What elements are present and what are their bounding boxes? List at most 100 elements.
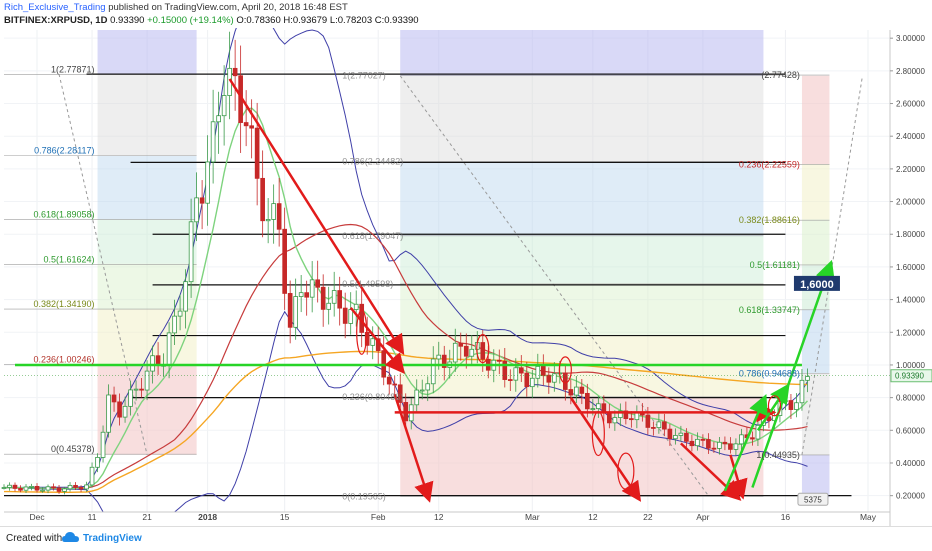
candle-body (144, 370, 150, 391)
candle-body (100, 431, 106, 458)
date-tick-label: 22 (643, 512, 653, 522)
fib-diagonal (801, 75, 863, 455)
candle-body (579, 386, 585, 394)
candle-body (282, 228, 287, 294)
price-tick-label: 3.00000 (896, 34, 925, 43)
candle-body (260, 177, 265, 222)
price-tick-label: 1.80000 (896, 230, 925, 239)
candle-body (717, 441, 722, 449)
candle-body (45, 486, 51, 491)
green-moving-average (3, 107, 809, 490)
candle-body (188, 221, 194, 283)
candle-body (293, 296, 298, 328)
candle-body (133, 388, 139, 391)
candle-body (414, 389, 420, 406)
fib-zone (801, 75, 830, 164)
candle-body (128, 389, 133, 407)
candle-body (320, 286, 326, 310)
orange-moving-average (4, 350, 808, 493)
candle-body (216, 115, 221, 123)
red-ellipse-marker (476, 334, 490, 364)
red-moving-average (3, 223, 808, 489)
symbol-name[interactable]: BITFINEX:XRPUSD, 1D (4, 15, 108, 26)
candle-body (783, 400, 788, 402)
price-tick-label: 0.20000 (896, 492, 925, 501)
candle-body (67, 484, 73, 490)
price-tick-label: 2.80000 (896, 67, 925, 76)
candle-body (265, 219, 271, 222)
upper-band (3, 28, 808, 488)
candle-body (337, 290, 343, 309)
fib-left-label: 0(0.45378) (51, 444, 95, 454)
candle-body (629, 418, 634, 421)
candle-body (551, 373, 557, 383)
fib-mid-label: 0.5(1.49598) (342, 279, 393, 289)
candle-body (73, 484, 78, 488)
price-tick-label: 1.60000 (896, 263, 925, 272)
date-tick-label: 12 (434, 512, 444, 522)
candle-body (728, 443, 733, 450)
date-tick-label: 2018 (198, 512, 217, 522)
fib-left-label: 1(2.77871) (51, 64, 95, 74)
date-tick-label: Mar (525, 512, 540, 522)
candle-body (667, 428, 673, 440)
candle-body (331, 290, 337, 304)
candle-body (249, 125, 254, 129)
candle-body (502, 360, 508, 380)
author-link[interactable]: Rich_Exclusive_Trading (4, 2, 106, 13)
candle-body (458, 342, 464, 347)
candle-body (172, 315, 177, 334)
candle-body (441, 354, 447, 368)
candle-body (618, 410, 623, 418)
red-down-arrow (728, 454, 748, 500)
red-down-arrow (393, 393, 434, 503)
chart-header: Rich_Exclusive_Trading published on Trad… (0, 0, 932, 30)
candle-body (177, 310, 183, 317)
fib-zone (801, 163, 830, 220)
last-price: 0.93390 (110, 15, 145, 26)
candle-body (689, 440, 695, 447)
candle-body (678, 432, 684, 436)
date-tick-label: 12 (588, 512, 598, 522)
candle-body (662, 421, 667, 430)
fib-zone (97, 30, 197, 75)
tradingview-logo-text[interactable]: TradingView (83, 533, 142, 544)
fib-zone (97, 219, 197, 264)
created-with-label: Created with (6, 533, 63, 544)
candle-body (315, 279, 321, 288)
fib-mid-label: 0.236(0.80488) (342, 392, 403, 402)
fib-right-label: 0.786(0.94688) (739, 369, 800, 379)
date-tick-label: Apr (696, 512, 709, 522)
candle-body (419, 389, 425, 392)
fib-zone (400, 75, 764, 163)
price-chart[interactable]: 1(2.77871) 0.786(2.28117) 0.618(1.89058) 0.… (0, 28, 932, 526)
candle-body (194, 197, 199, 223)
candle-body (529, 377, 535, 388)
candle-body (645, 414, 651, 428)
candle-body (243, 122, 249, 127)
ohlc-values: O:0.78360 H:0.93679 L:0.78203 C:0.93390 (236, 15, 419, 26)
candle-body (150, 355, 155, 372)
candle-body (139, 388, 144, 391)
fib-zone (97, 74, 197, 156)
candle-body (794, 402, 799, 410)
candle-body (95, 456, 100, 468)
last-price-label: 0.93390 (895, 372, 924, 381)
candle-body (711, 447, 717, 450)
candle-body (254, 127, 260, 179)
candle-body (452, 342, 458, 363)
date-tick-label: 15 (280, 512, 290, 522)
fib-mid-label: 0.618(1.79047) (342, 231, 403, 241)
candle-body (706, 439, 711, 449)
candle-body (326, 302, 332, 310)
candle-body (755, 424, 761, 440)
target-price-box (793, 275, 840, 291)
fib-zone (97, 155, 197, 220)
candle-body (298, 292, 304, 297)
candle-body (56, 487, 62, 492)
candle-body (370, 338, 376, 346)
price-tick-label: 1.20000 (896, 328, 925, 337)
candle-body (89, 466, 95, 486)
candle-body (585, 392, 590, 410)
candle-body (287, 293, 293, 328)
